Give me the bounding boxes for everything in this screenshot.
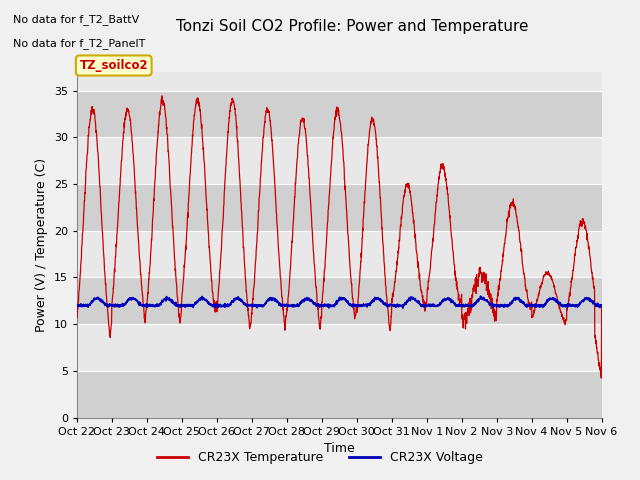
Legend: CR23X Temperature, CR23X Voltage: CR23X Temperature, CR23X Voltage	[152, 446, 488, 469]
CR23X Voltage	[365, 301, 373, 307]
Bar	[77, 277, 602, 324]
CR23X Temperature	[158, 93, 166, 99]
Y-axis label: Power (V) / Temperature (C): Power (V) / Temperature (C)	[35, 158, 48, 332]
Bar	[77, 137, 602, 184]
CR23X Temperature	[492, 310, 499, 316]
CR23X Voltage	[552, 298, 559, 303]
Bar	[77, 184, 602, 231]
CR23X Temperature	[366, 127, 374, 133]
Text: TZ_soilco2: TZ_soilco2	[79, 59, 148, 72]
CR23X Temperature	[220, 212, 227, 218]
CR23X Temperature	[355, 294, 362, 300]
Line: CR23X Temperature: CR23X Temperature	[77, 96, 602, 378]
Bar	[77, 231, 602, 277]
Text: No data for f_T2_PanelT: No data for f_T2_PanelT	[13, 38, 145, 49]
Text: No data for f_T2_BattV: No data for f_T2_BattV	[13, 14, 139, 25]
Bar	[77, 324, 602, 371]
CR23X Voltage	[73, 303, 81, 309]
CR23X Temperature	[566, 293, 574, 299]
CR23X Temperature	[73, 313, 81, 319]
CR23X Temperature	[552, 291, 559, 297]
CR23X Voltage	[354, 302, 362, 308]
Bar	[77, 91, 602, 137]
CR23X Voltage	[220, 302, 227, 308]
CR23X Voltage	[492, 302, 500, 308]
Text: Tonzi Soil CO2 Profile: Power and Temperature: Tonzi Soil CO2 Profile: Power and Temper…	[176, 19, 528, 34]
CR23X Voltage	[566, 302, 574, 308]
CR23X Temperature	[598, 305, 605, 311]
Bar	[77, 371, 602, 418]
CR23X Voltage	[477, 293, 484, 299]
CR23X Voltage	[598, 303, 605, 309]
Line: CR23X Voltage: CR23X Voltage	[77, 296, 602, 308]
CR23X Voltage	[399, 305, 407, 311]
X-axis label: Time: Time	[324, 442, 355, 455]
CR23X Temperature	[598, 375, 605, 381]
